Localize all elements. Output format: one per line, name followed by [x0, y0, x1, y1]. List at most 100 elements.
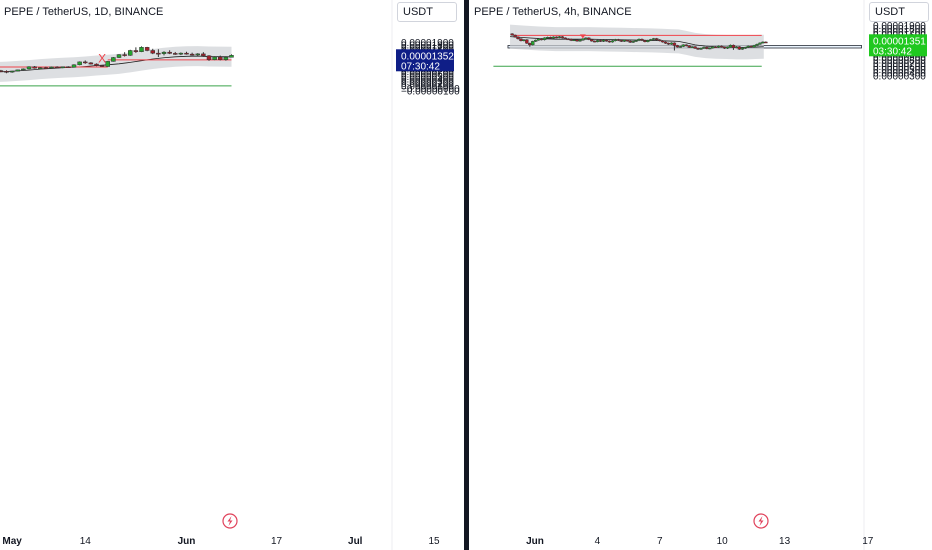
left-chart-pane[interactable]: 0.000019000.000018000.000017000.00001600…: [0, 0, 464, 550]
right-currency-button[interactable]: USDT: [869, 2, 929, 22]
candle-body: [77, 61, 82, 66]
price-tick-label: 0.00001800: [401, 40, 454, 51]
candle-body: [678, 46, 683, 48]
candle-body: [593, 40, 597, 43]
candle-body: [743, 47, 747, 49]
candle-body: [566, 38, 570, 41]
candle-body: [660, 40, 665, 43]
candle-body: [88, 62, 94, 65]
candle-body: [634, 40, 638, 42]
left-chart-title: PEPE / TetherUS, 1D, BINANCE: [4, 6, 164, 18]
candle-body: [755, 44, 759, 46]
candle-body: [725, 46, 730, 49]
candle-body: [578, 39, 582, 42]
candle-body: [510, 33, 514, 36]
price-tick-label: 0.00000400: [873, 68, 926, 79]
candle-body: [693, 46, 697, 49]
time-tick-label: Jun: [526, 536, 544, 547]
candle-body: [714, 46, 718, 48]
price-tick-label: 0.00001900: [401, 38, 454, 49]
candle-body: [684, 44, 688, 47]
candle-body: [681, 44, 685, 47]
candle-body: [655, 38, 659, 41]
candle-body: [575, 39, 579, 42]
time-tick-label: 17: [862, 536, 874, 547]
candle-body: [128, 50, 133, 56]
candle-body: [761, 41, 765, 44]
price-tick-label: 0.00000400: [401, 74, 454, 85]
candle-body: [722, 46, 727, 49]
candle-body: [212, 56, 217, 60]
candle-body: [66, 66, 71, 68]
candle-body: [38, 67, 43, 69]
time-tick-label: 15: [428, 536, 440, 547]
candle-body: [531, 41, 535, 46]
candle-body: [764, 41, 768, 44]
candle-body: [616, 39, 621, 41]
candle-body: [99, 65, 105, 67]
candle-body: [613, 39, 618, 41]
candle-body: [516, 36, 520, 40]
candle-body: [622, 39, 626, 42]
candle-body: [731, 44, 736, 48]
candle-body: [598, 40, 603, 42]
price-tick-label: 0.00001700: [401, 43, 454, 54]
candle-body: [206, 55, 212, 60]
candle-body: [675, 45, 680, 48]
price-tick-label: 0.00001900: [873, 21, 926, 32]
candle-body: [536, 38, 541, 41]
candle-body: [43, 67, 49, 69]
time-tick-label: Jun: [178, 536, 196, 547]
candle-body: [557, 36, 562, 38]
candle-body: [590, 39, 594, 42]
pane-divider[interactable]: [464, 0, 469, 550]
candle-body: [587, 37, 591, 40]
price-tick-label: 0.00000800: [873, 56, 926, 67]
four-hour-chart-svg[interactable]: 0.000019000.000018000.000017000.00001600…: [469, 0, 932, 550]
candle-body: [218, 56, 223, 60]
candle-body: [60, 66, 65, 68]
left-currency-button[interactable]: USDT: [397, 2, 457, 22]
candle-body: [657, 39, 662, 42]
candle-body: [666, 43, 671, 45]
lightning-icon[interactable]: [222, 513, 238, 529]
lightning-icon[interactable]: [753, 513, 769, 529]
candle-body: [740, 48, 744, 50]
candle-body: [548, 37, 553, 39]
candle-body: [601, 39, 606, 42]
candle-body: [133, 50, 139, 52]
countdown-timer: 07:30:42: [401, 61, 440, 72]
candle-body: [637, 38, 641, 41]
price-tick-label: 0.00000600: [401, 70, 454, 81]
candle-body: [572, 39, 576, 42]
candle-body: [746, 45, 750, 48]
candle-body: [178, 52, 184, 55]
price-tick-label: 0.00000700: [401, 67, 454, 78]
candle-body: [646, 40, 650, 42]
price-tick-label: 0.00000500: [873, 65, 926, 76]
candle-body: [525, 39, 529, 44]
price-tick-label: 0.00000700: [873, 59, 926, 70]
time-tick-label: 14: [80, 536, 92, 547]
candle-body: [4, 71, 9, 73]
candle-body: [116, 54, 122, 58]
time-tick-label: 17: [271, 536, 283, 547]
candle-body: [663, 41, 668, 44]
candle-body: [711, 46, 715, 49]
time-tick-label: Jul: [348, 536, 363, 547]
daily-chart-svg[interactable]: 0.000019000.000018000.000017000.00001600…: [0, 0, 464, 550]
last-price-value: 0.00001352: [401, 51, 454, 62]
price-tick-label: 0.00001700: [873, 27, 926, 38]
last-price-tag: [869, 34, 927, 57]
ma-envelope-band: [510, 24, 764, 60]
time-tick-label: May: [2, 536, 22, 547]
candle-body: [672, 42, 677, 46]
candle-body: [144, 47, 150, 51]
candle-body: [54, 66, 60, 69]
lightning-bolt-shape: [227, 516, 233, 526]
right-chart-pane[interactable]: 0.000019000.000018000.000017000.00001600…: [469, 0, 932, 550]
candle-body: [690, 46, 694, 48]
lightning-bolt-shape: [758, 516, 764, 526]
candle-body: [534, 39, 538, 42]
candle-body: [167, 51, 172, 54]
